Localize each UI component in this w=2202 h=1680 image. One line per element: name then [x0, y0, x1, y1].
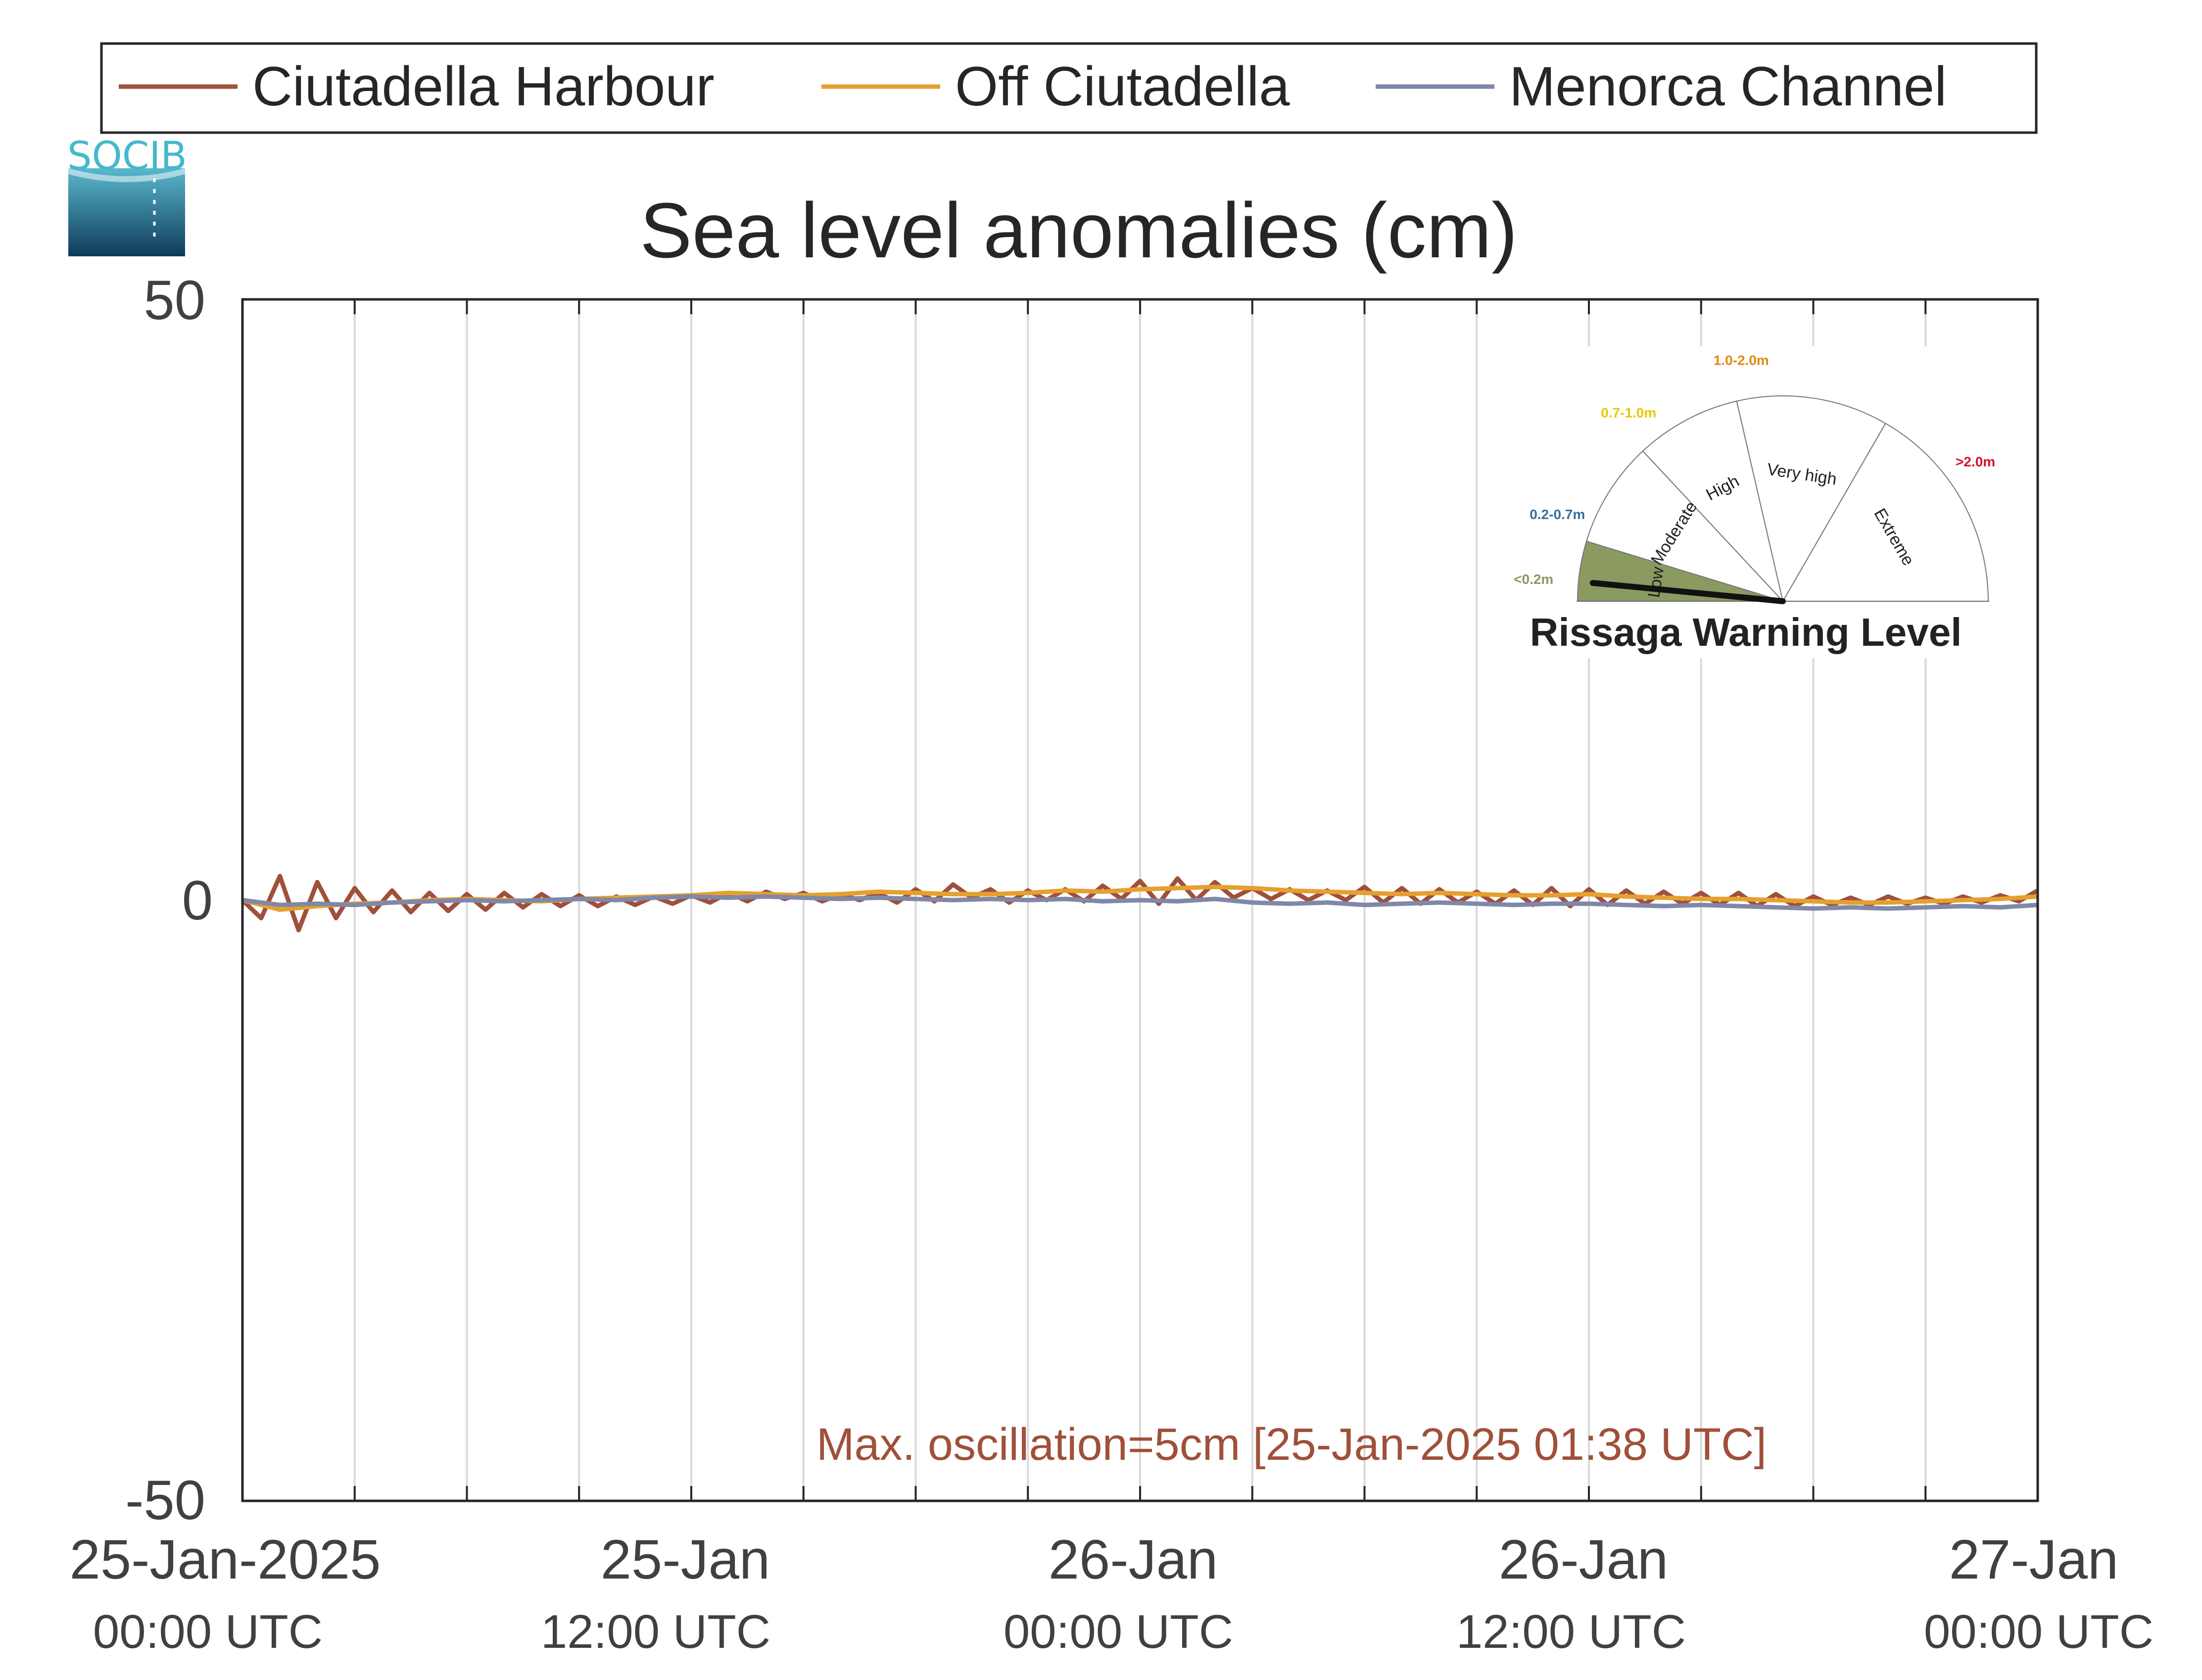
max-oscillation-annotation: Max. oscillation=5cm [25-Jan-2025 01:38 …	[816, 1419, 1767, 1470]
y-tick-label: -50	[125, 1469, 205, 1531]
gauge-title: Rissaga Warning Level	[1530, 610, 1962, 654]
logo-water-block	[68, 168, 185, 256]
legend-label-menorca-channel: Menorca Channel	[1509, 55, 1947, 117]
gauge-range-label: 0.7-1.0m	[1601, 405, 1656, 420]
legend: Ciutadella Harbour Off Ciutadella Menorc…	[100, 42, 2038, 134]
series-layer	[240, 873, 2039, 933]
gauge-sector-very-high	[1736, 395, 1886, 603]
x-tick-sublabel: 00:00 UTC	[1004, 1605, 1233, 1658]
y-tick-label: 50	[144, 269, 205, 331]
y-tick-label: 0	[182, 869, 213, 931]
x-tick-sublabel: 12:00 UTC	[1456, 1605, 1686, 1658]
x-tick-label: 25-Jan	[601, 1529, 770, 1590]
legend-label-ciutadella-harbour: Ciutadella Harbour	[252, 55, 715, 117]
gauge-sector-extreme	[1782, 423, 1989, 602]
gauge-range-label: 1.0-2.0m	[1714, 352, 1769, 368]
axis-ticks	[241, 299, 2039, 1501]
gauge-range-label: <0.2m	[1514, 572, 1553, 587]
rissaga-warning-gauge: Low<0.2mModerate0.2-0.7mHigh0.7-1.0mVery…	[1494, 346, 2019, 658]
logo-wave	[68, 168, 185, 182]
x-tick-label: 26-Jan	[1049, 1529, 1218, 1590]
gauge-sector-moderate	[1585, 450, 1785, 603]
socib-logo: SOCIB	[67, 134, 187, 256]
gauge-range-label: >2.0m	[1956, 454, 1995, 470]
x-tick-sublabel: 00:00 UTC	[1924, 1605, 2154, 1658]
gauge-range-label: 0.2-0.7m	[1530, 507, 1585, 522]
x-tick-label: 25-Jan-2025	[70, 1529, 381, 1590]
series-line-ciutadella-harbour	[240, 873, 2039, 933]
x-tick-label: 27-Jan	[1949, 1529, 2118, 1590]
series-line-menorca-channel	[242, 894, 2038, 911]
x-tick-sublabel: 00:00 UTC	[93, 1605, 323, 1658]
x-tick-label: 26-Jan	[1499, 1529, 1668, 1590]
gauge-level-label: Low	[1644, 566, 1668, 599]
gauge-needle	[1589, 580, 1786, 604]
legend-label-off-ciutadella: Off Ciutadella	[955, 55, 1290, 117]
logo-text: SOCIB	[67, 134, 187, 179]
legend-box	[100, 42, 2038, 134]
x-tick-sublabel: 12:00 UTC	[541, 1605, 770, 1658]
chart-title: Sea level anomalies (cm)	[640, 187, 1518, 274]
